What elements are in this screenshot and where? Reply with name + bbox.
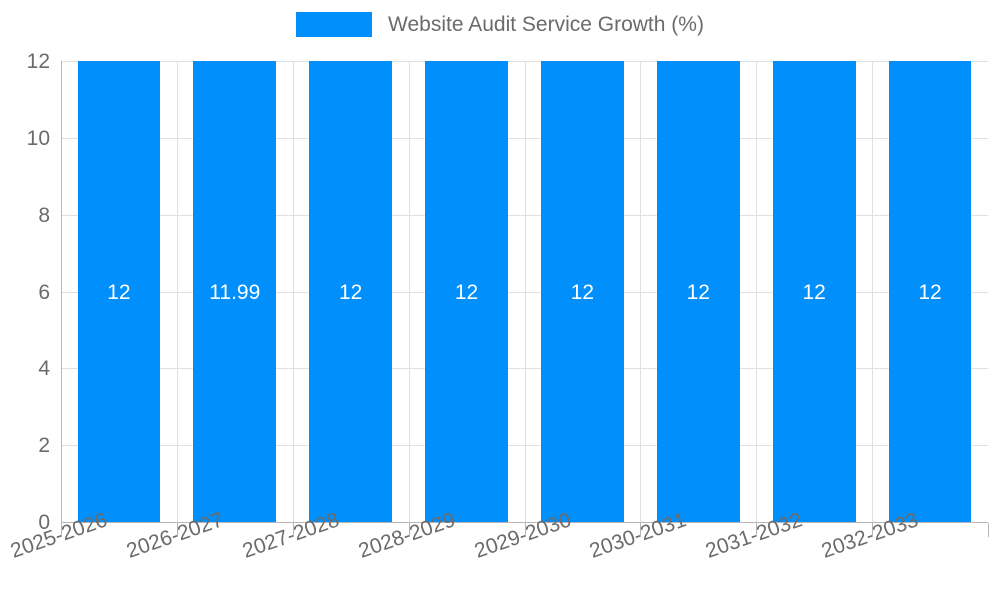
gridline-vertical [872, 61, 873, 522]
x-axis-tick [61, 523, 62, 537]
x-axis-tick [640, 523, 641, 537]
x-axis-tick [988, 523, 989, 537]
x-axis-tick [756, 523, 757, 537]
x-axis-tick-label: 2025-2026 [7, 508, 111, 563]
bar-data-label: 12 [918, 280, 942, 304]
gridline-vertical [756, 61, 757, 522]
chart-legend: Website Audit Service Growth (%) [0, 12, 1000, 37]
gridline-vertical [293, 61, 294, 522]
x-axis-tick-label: 2032-2033 [818, 508, 922, 563]
x-axis-tick [177, 523, 178, 537]
bar[interactable] [309, 61, 393, 522]
bar[interactable] [425, 61, 508, 522]
bar-series-group: 12 11.99 12 12 12 12 12 12 [61, 61, 988, 522]
bar-column[interactable]: 12 [888, 61, 972, 522]
y-axis-tick-label: 8 [38, 203, 50, 227]
gridline-horizontal [61, 215, 988, 216]
bar-data-label: 12 [802, 280, 826, 304]
x-axis-tick-label: 2028-2029 [355, 508, 458, 563]
x-axis-tick [409, 523, 410, 537]
gridline-vertical [409, 61, 410, 522]
y-axis-tick-label: 4 [38, 357, 50, 381]
y-axis-tick-label: 0 [38, 511, 50, 534]
bar-column[interactable]: 12 [77, 61, 161, 522]
bar-column[interactable]: 12 [656, 61, 740, 522]
bar[interactable] [193, 61, 277, 522]
bar-data-label: 12 [107, 280, 131, 304]
gridline-horizontal [61, 138, 988, 139]
gridline-vertical [177, 61, 178, 522]
legend-label-series-0[interactable]: Website Audit Service Growth (%) [388, 13, 704, 36]
y-axis-line [61, 61, 62, 523]
gridline-horizontal [61, 61, 988, 62]
x-axis-tick-label: 2031-2032 [702, 508, 806, 563]
y-axis-labels: 0 2 4 6 8 10 12 [0, 0, 50, 600]
gridline-vertical [525, 61, 526, 522]
x-axis-tick-label: 2026-2027 [123, 508, 227, 563]
bar-column[interactable]: 12 [425, 61, 508, 522]
y-axis-tick-label: 12 [26, 50, 50, 73]
x-axis-tick-label: 2029-2030 [471, 508, 574, 563]
bar-data-label: 12 [454, 280, 479, 304]
bar-data-label: 12 [338, 280, 363, 304]
y-axis-tick-label: 2 [38, 434, 50, 458]
bar[interactable] [77, 61, 161, 522]
bar-data-label: 12 [686, 280, 710, 304]
x-axis-tick [872, 523, 873, 537]
bar-data-label: 12 [570, 280, 595, 304]
y-axis-tick-label: 10 [26, 126, 50, 150]
legend-swatch-series-0[interactable] [296, 12, 373, 37]
x-axis-tick-label: 2027-2028 [239, 508, 342, 563]
bar-data-label: 11.99 [209, 280, 261, 304]
bar[interactable] [656, 61, 740, 522]
bar[interactable] [541, 61, 624, 522]
x-axis-line [61, 522, 988, 523]
bar-column[interactable]: 11.99 [193, 61, 277, 522]
x-axis-tick-label: 2030-2031 [587, 508, 690, 563]
bar[interactable] [888, 61, 972, 522]
y-axis-tick-label: 6 [38, 280, 50, 304]
bar-column[interactable]: 12 [309, 61, 393, 522]
gridline-horizontal [61, 445, 988, 446]
gridline-horizontal [61, 368, 988, 369]
bar-column[interactable]: 12 [772, 61, 856, 522]
bar[interactable] [772, 61, 856, 522]
gridline-vertical [640, 61, 641, 522]
x-axis-tick [293, 523, 294, 537]
x-axis-tick [525, 523, 526, 537]
gridline-horizontal [61, 292, 988, 293]
bar-column[interactable]: 12 [541, 61, 624, 522]
